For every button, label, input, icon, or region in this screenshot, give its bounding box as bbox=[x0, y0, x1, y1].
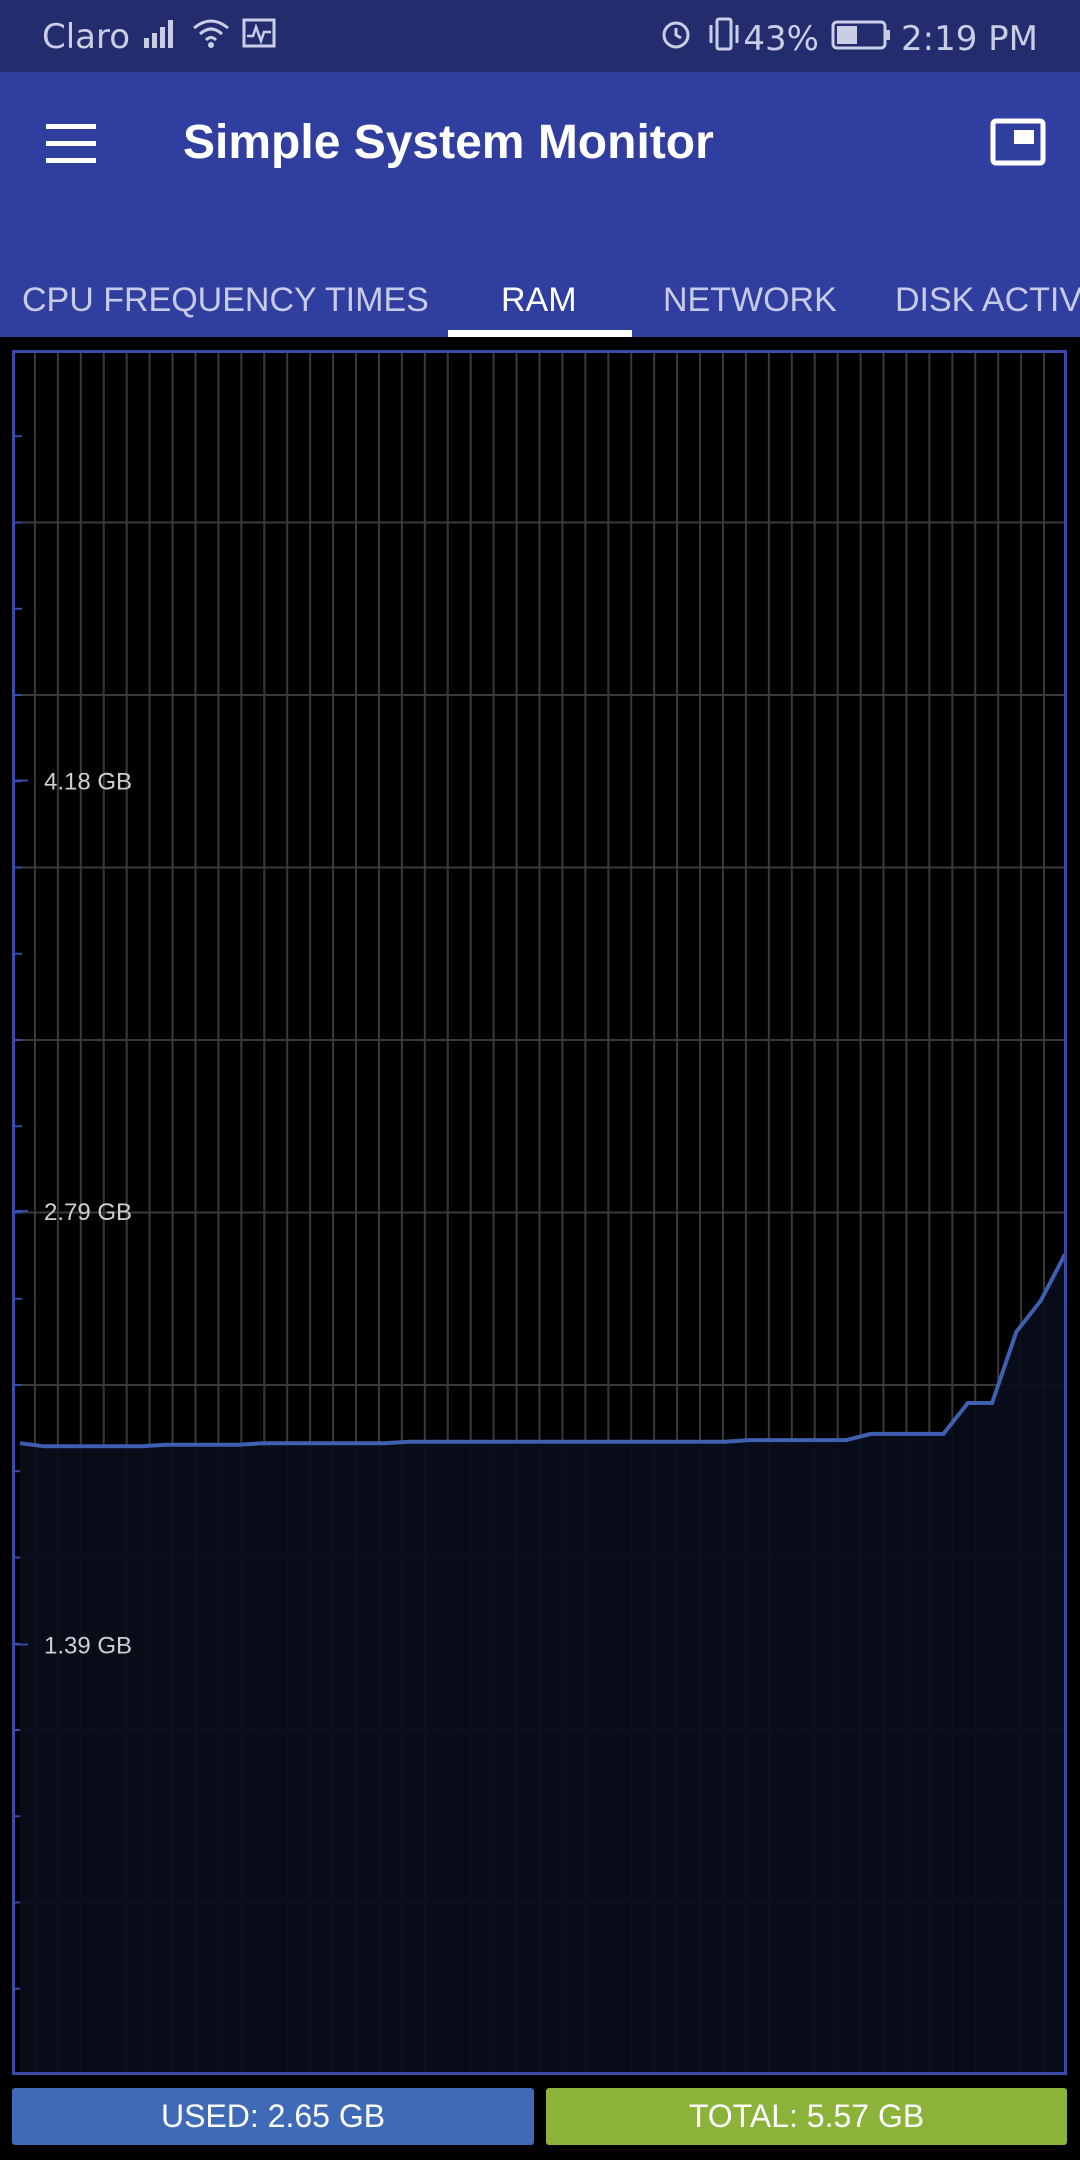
app-title: Simple System Monitor bbox=[183, 116, 714, 169]
picture-in-picture-icon[interactable] bbox=[990, 118, 1046, 166]
active-tab-indicator bbox=[448, 330, 632, 337]
ram-chart: 4.18 GB 2.79 GB 1.39 GB bbox=[12, 350, 1067, 2075]
used-memory-label: USED: 2.65 GB bbox=[12, 2088, 534, 2145]
menu-icon[interactable] bbox=[46, 124, 96, 164]
y-tick-label: 2.79 GB bbox=[44, 1199, 132, 1226]
tab-ram[interactable]: RAM bbox=[501, 281, 577, 319]
vibrate-icon bbox=[705, 17, 743, 60]
battery-percent: 43% bbox=[743, 18, 819, 59]
ram-usage-area bbox=[20, 1254, 1065, 2075]
y-tick-label: 1.39 GB bbox=[44, 1633, 132, 1660]
carrier-name: Claro bbox=[42, 17, 131, 57]
wifi-icon bbox=[192, 17, 230, 57]
app-bar: Simple System Monitor CPU FREQUENCY TIME… bbox=[0, 72, 1080, 337]
tab-cpu-frequency-times[interactable]: CPU FREQUENCY TIMES bbox=[22, 281, 429, 319]
tab-disk-activity[interactable]: DISK ACTIV bbox=[895, 281, 1080, 319]
tab-network[interactable]: NETWORK bbox=[663, 281, 837, 319]
tab-bar: CPU FREQUENCY TIMES RAM NETWORK DISK ACT… bbox=[0, 252, 1080, 337]
total-memory-label: TOTAL: 5.57 GB bbox=[546, 2088, 1067, 2145]
clock-time: 2:19 PM bbox=[901, 18, 1038, 59]
battery-icon bbox=[831, 19, 891, 59]
alarm-icon bbox=[659, 17, 693, 60]
ram-usage-line bbox=[19, 1253, 1067, 1449]
chart-border bbox=[12, 350, 1067, 2075]
ram-chart-svg: 4.18 GB 2.79 GB 1.39 GB bbox=[12, 350, 1067, 2075]
activity-icon bbox=[242, 17, 276, 57]
signal-icon bbox=[142, 17, 180, 57]
y-tick-label: 4.18 GB bbox=[44, 768, 132, 795]
status-bar: Claro bbox=[0, 0, 1080, 72]
